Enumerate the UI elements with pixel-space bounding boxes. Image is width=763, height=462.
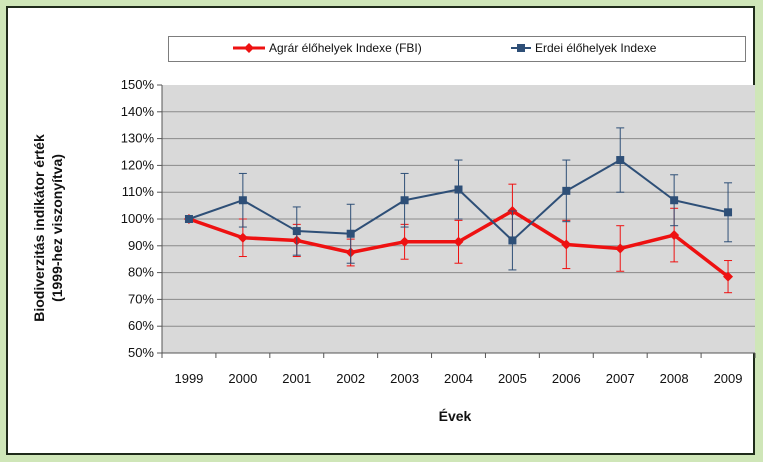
data-point-agrar [669, 230, 680, 241]
data-point-agrar [723, 271, 734, 282]
data-point-agrar [399, 236, 410, 247]
legend-label-erdei: Erdei élőhelyek Indexe [535, 41, 657, 55]
data-point-agrar [561, 239, 572, 250]
x-tick-label: 2009 [714, 371, 743, 386]
x-tick-label: 2003 [390, 371, 419, 386]
x-axis-title: Évek [438, 408, 472, 424]
x-tick-label: 2006 [552, 371, 581, 386]
data-point-agrar [453, 236, 464, 247]
legend-marker-erdei [511, 44, 531, 52]
data-point-erdei [724, 208, 733, 217]
chart-legend: Agrár élőhelyek Indexe (FBI) Erdei élőhe… [168, 36, 746, 62]
y-tick-label: 140% [121, 104, 155, 119]
data-point-erdei [508, 236, 517, 245]
data-point-erdei [292, 227, 301, 236]
x-tick-label: 2001 [282, 371, 311, 386]
x-tick-label: 2002 [336, 371, 365, 386]
y-tick-label: 100% [121, 211, 155, 226]
data-point-erdei [454, 185, 463, 194]
x-tick-label: 2008 [660, 371, 689, 386]
x-tick-label: 1999 [174, 371, 203, 386]
y-tick-label: 70% [128, 291, 154, 306]
y-tick-label: 60% [128, 318, 154, 333]
data-point-erdei [238, 196, 247, 205]
legend-label-agrar: Agrár élőhelyek Indexe (FBI) [269, 41, 422, 55]
data-point-agrar [615, 243, 626, 254]
data-point-erdei [616, 156, 625, 165]
y-tick-label: 80% [128, 265, 154, 280]
y-tick-label: 90% [128, 238, 154, 253]
x-tick-label: 2004 [444, 371, 473, 386]
y-tick-label: 130% [121, 131, 155, 146]
data-point-erdei [400, 196, 409, 205]
legend-item-agrar: Agrár élőhelyek Indexe (FBI) [231, 41, 422, 55]
x-tick-label: 2000 [228, 371, 257, 386]
legend-marker-agrar [233, 43, 265, 53]
data-point-erdei [346, 229, 355, 238]
y-tick-label: 120% [121, 157, 155, 172]
data-point-erdei [562, 186, 571, 195]
y-tick-label: 110% [122, 184, 155, 199]
data-point-agrar [237, 232, 248, 243]
y-tick-label: 50% [128, 345, 154, 360]
data-point-erdei [184, 215, 193, 223]
data-point-erdei [670, 196, 679, 205]
y-tick-label: 150% [121, 77, 155, 92]
x-tick-label: 2005 [498, 371, 527, 386]
legend-item-erdei: Erdei élőhelyek Indexe [509, 41, 656, 55]
x-tick-label: 2007 [606, 371, 635, 386]
